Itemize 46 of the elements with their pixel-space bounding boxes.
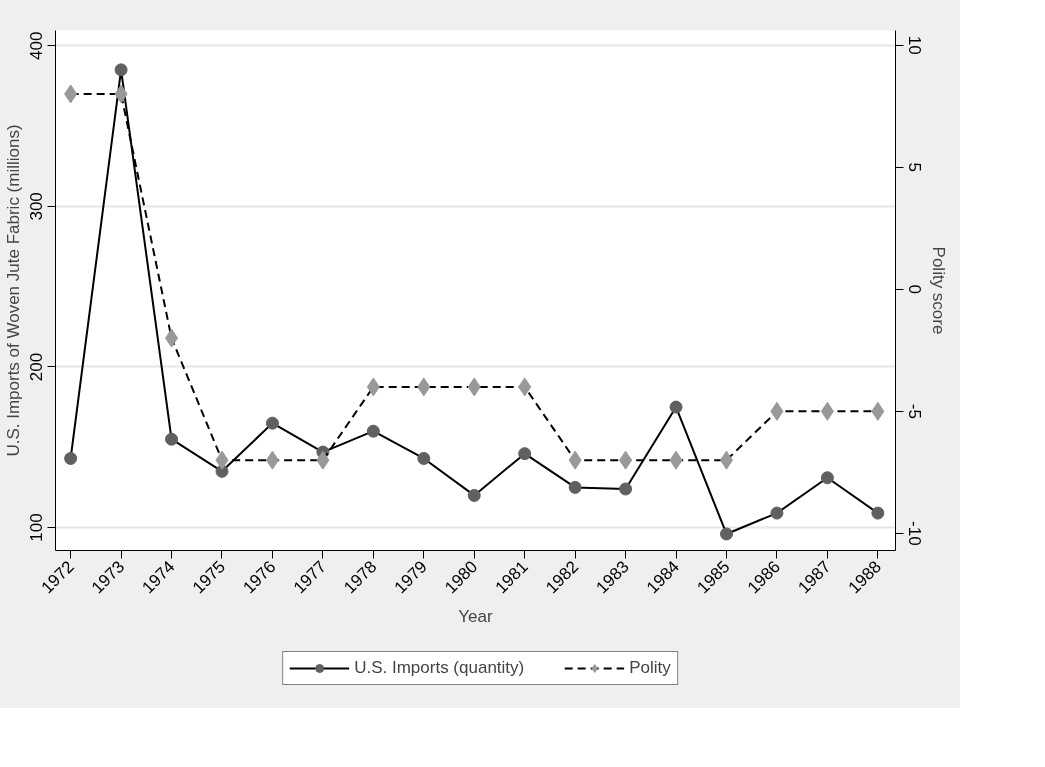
point — [366, 377, 380, 397]
y-tick-label: 400 — [27, 31, 47, 60]
y2-tick-label: -5 — [904, 403, 924, 419]
y2-tick-label: 0 — [904, 284, 924, 295]
y-tick-label: 200 — [27, 352, 47, 382]
point — [820, 471, 834, 485]
point — [619, 482, 633, 496]
point — [871, 401, 885, 421]
point — [417, 377, 431, 397]
point — [366, 424, 380, 438]
point — [114, 84, 128, 104]
point — [64, 451, 78, 465]
point — [417, 451, 431, 465]
point — [467, 377, 481, 397]
y-tick-label: 100 — [27, 513, 47, 542]
point — [770, 401, 784, 421]
legend-label: U.S. Imports (quantity) — [354, 658, 525, 678]
point — [165, 432, 179, 446]
point — [820, 401, 834, 421]
point — [568, 450, 582, 470]
point — [165, 328, 179, 348]
point — [265, 450, 279, 470]
point — [316, 450, 330, 470]
point — [719, 450, 733, 470]
point — [669, 450, 683, 470]
point — [518, 377, 532, 397]
point — [215, 450, 229, 470]
point — [669, 400, 683, 414]
point — [64, 84, 78, 104]
point — [719, 527, 733, 541]
point — [265, 416, 279, 430]
point — [467, 488, 481, 502]
y2-tick-label: 10 — [904, 35, 924, 55]
point — [619, 450, 633, 470]
point — [770, 506, 784, 520]
point — [871, 506, 885, 520]
y2-axis-title: Polity score — [928, 246, 948, 335]
y2-tick-label: -10 — [904, 521, 924, 546]
x-axis-title: Year — [458, 606, 494, 626]
y-tick-label: 300 — [27, 192, 47, 221]
y-axis-title: U.S. Imports of Woven Jute Fabric (millions) — [3, 124, 23, 457]
point — [568, 480, 582, 494]
legend-label: Polity — [629, 658, 671, 678]
y2-tick-label: 5 — [904, 162, 924, 172]
point — [518, 447, 532, 461]
point — [114, 63, 128, 77]
